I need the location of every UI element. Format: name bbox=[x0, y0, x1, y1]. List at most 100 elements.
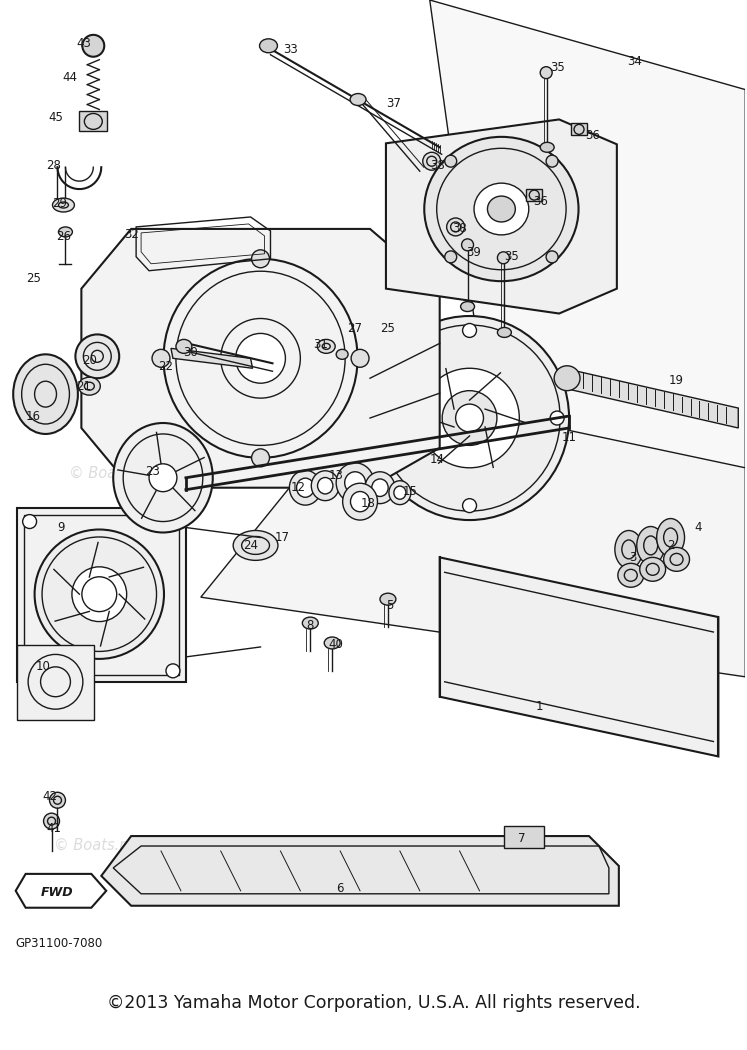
Text: 36: 36 bbox=[533, 194, 548, 208]
Text: 23: 23 bbox=[146, 465, 161, 479]
Text: FWD: FWD bbox=[41, 886, 74, 899]
Ellipse shape bbox=[166, 664, 180, 678]
Text: 14: 14 bbox=[430, 454, 444, 466]
Ellipse shape bbox=[34, 529, 164, 659]
Text: 38: 38 bbox=[452, 223, 467, 235]
Ellipse shape bbox=[444, 155, 456, 167]
Text: 2: 2 bbox=[667, 539, 675, 552]
Ellipse shape bbox=[22, 664, 37, 678]
Ellipse shape bbox=[462, 323, 477, 337]
Ellipse shape bbox=[636, 526, 665, 564]
Ellipse shape bbox=[372, 479, 388, 497]
Ellipse shape bbox=[166, 514, 180, 528]
Polygon shape bbox=[16, 874, 106, 907]
Ellipse shape bbox=[233, 530, 278, 561]
Ellipse shape bbox=[380, 593, 396, 605]
Ellipse shape bbox=[474, 183, 529, 235]
Text: 29: 29 bbox=[52, 196, 67, 210]
Ellipse shape bbox=[149, 464, 177, 491]
Text: 36: 36 bbox=[586, 129, 601, 142]
Ellipse shape bbox=[289, 470, 321, 505]
Ellipse shape bbox=[389, 481, 411, 505]
Ellipse shape bbox=[540, 67, 552, 79]
Ellipse shape bbox=[351, 350, 369, 368]
Text: 35: 35 bbox=[550, 61, 565, 75]
Text: © Boats.net: © Boats.net bbox=[462, 838, 552, 853]
Text: 28: 28 bbox=[46, 159, 61, 172]
Text: 21: 21 bbox=[76, 380, 91, 393]
Polygon shape bbox=[145, 433, 163, 478]
Ellipse shape bbox=[13, 354, 78, 434]
Text: 10: 10 bbox=[36, 660, 51, 673]
Text: © Boats.net: © Boats.net bbox=[54, 838, 143, 853]
Polygon shape bbox=[201, 388, 746, 677]
Ellipse shape bbox=[311, 470, 339, 501]
Text: 3: 3 bbox=[629, 551, 636, 564]
Ellipse shape bbox=[462, 499, 477, 512]
Ellipse shape bbox=[43, 813, 60, 830]
Ellipse shape bbox=[114, 423, 213, 532]
Polygon shape bbox=[142, 478, 170, 519]
Text: 16: 16 bbox=[26, 410, 41, 422]
Ellipse shape bbox=[423, 152, 441, 170]
Polygon shape bbox=[79, 111, 108, 131]
Text: 34: 34 bbox=[627, 56, 642, 68]
Polygon shape bbox=[571, 124, 587, 135]
Polygon shape bbox=[564, 369, 738, 428]
Text: 13: 13 bbox=[329, 469, 344, 482]
Ellipse shape bbox=[22, 514, 37, 528]
Ellipse shape bbox=[252, 250, 270, 268]
Text: 45: 45 bbox=[48, 111, 63, 124]
Text: 6: 6 bbox=[336, 882, 344, 896]
Ellipse shape bbox=[370, 316, 569, 520]
Ellipse shape bbox=[456, 404, 483, 432]
Bar bbox=[24, 514, 179, 675]
Text: 25: 25 bbox=[380, 322, 395, 335]
Text: 25: 25 bbox=[26, 272, 41, 286]
Ellipse shape bbox=[540, 143, 554, 152]
Ellipse shape bbox=[615, 530, 642, 568]
Text: 33: 33 bbox=[283, 43, 298, 57]
Ellipse shape bbox=[554, 365, 580, 391]
Ellipse shape bbox=[350, 491, 370, 511]
Ellipse shape bbox=[82, 35, 105, 57]
Ellipse shape bbox=[498, 328, 512, 337]
Ellipse shape bbox=[663, 547, 689, 571]
Ellipse shape bbox=[343, 483, 377, 520]
Text: 9: 9 bbox=[58, 521, 65, 534]
Ellipse shape bbox=[618, 564, 644, 587]
Ellipse shape bbox=[58, 227, 72, 237]
Text: 4: 4 bbox=[695, 521, 702, 534]
Polygon shape bbox=[163, 478, 195, 510]
Ellipse shape bbox=[444, 251, 456, 262]
Text: 18: 18 bbox=[361, 497, 376, 510]
Ellipse shape bbox=[488, 196, 515, 222]
Bar bbox=[16, 507, 186, 681]
Text: 38: 38 bbox=[430, 159, 445, 172]
Ellipse shape bbox=[235, 334, 285, 383]
Polygon shape bbox=[118, 470, 163, 490]
Text: 1: 1 bbox=[536, 700, 543, 713]
Text: 39: 39 bbox=[466, 247, 481, 259]
Text: 17: 17 bbox=[275, 531, 290, 544]
Text: 26: 26 bbox=[56, 230, 71, 244]
Ellipse shape bbox=[447, 218, 465, 236]
Text: 22: 22 bbox=[158, 360, 173, 373]
Text: 12: 12 bbox=[291, 481, 306, 495]
Ellipse shape bbox=[551, 411, 564, 425]
Ellipse shape bbox=[350, 93, 366, 105]
Ellipse shape bbox=[336, 463, 374, 503]
Polygon shape bbox=[81, 229, 440, 487]
Ellipse shape bbox=[546, 155, 558, 167]
Text: 31: 31 bbox=[313, 338, 328, 351]
Ellipse shape bbox=[176, 339, 192, 354]
Text: 42: 42 bbox=[42, 790, 57, 803]
Text: 24: 24 bbox=[243, 539, 258, 552]
Text: 40: 40 bbox=[329, 638, 344, 651]
Ellipse shape bbox=[324, 637, 340, 649]
Ellipse shape bbox=[657, 519, 684, 557]
Text: 5: 5 bbox=[386, 598, 394, 612]
Text: 41: 41 bbox=[46, 821, 61, 835]
Ellipse shape bbox=[72, 567, 127, 622]
Ellipse shape bbox=[52, 198, 75, 212]
